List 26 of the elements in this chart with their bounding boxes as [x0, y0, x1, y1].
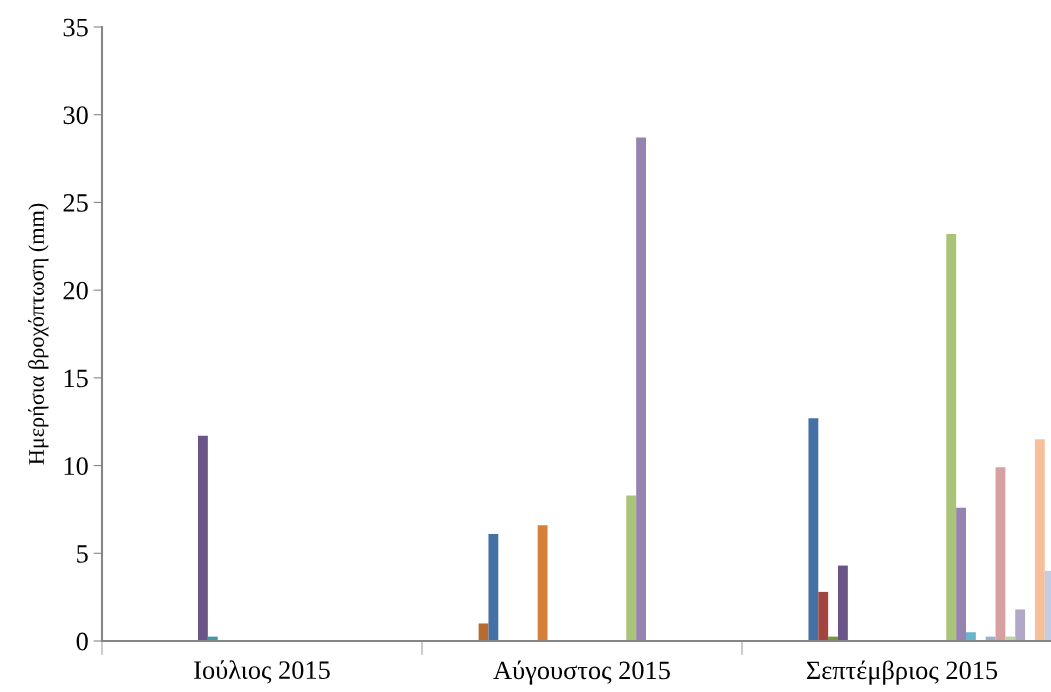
bar [626, 495, 637, 641]
bar [198, 435, 208, 641]
bar [838, 565, 848, 641]
bar [995, 467, 1006, 641]
bar [1015, 609, 1026, 641]
x-tick-label: Ιούλιος 2015 [194, 660, 330, 684]
bar [488, 533, 499, 641]
x-tick-label: Αύγουστος 2015 [493, 660, 670, 685]
y-tick-label: 10 [64, 457, 88, 475]
bar [956, 507, 966, 641]
y-axis-title: Ημερήσια βροχόπτωση (mm) [28, 203, 49, 465]
y-tick-label: 20 [63, 281, 88, 300]
y-tick-label: 15 [64, 369, 88, 388]
y-tick-label: 25 [63, 194, 88, 212]
bar [946, 234, 957, 641]
y-tick-label: 35 [63, 18, 88, 37]
bar [808, 418, 819, 641]
bar [537, 525, 548, 641]
bar [1034, 439, 1045, 641]
bar [966, 632, 976, 641]
y-tick-label: 30 [63, 106, 88, 125]
bar [818, 591, 829, 641]
x-tick-label: Σεπτέμβριος 2015 [806, 660, 998, 685]
y-tick-label: 0 [76, 632, 88, 651]
y-tick-label: 5 [77, 545, 88, 563]
bar [636, 137, 646, 641]
